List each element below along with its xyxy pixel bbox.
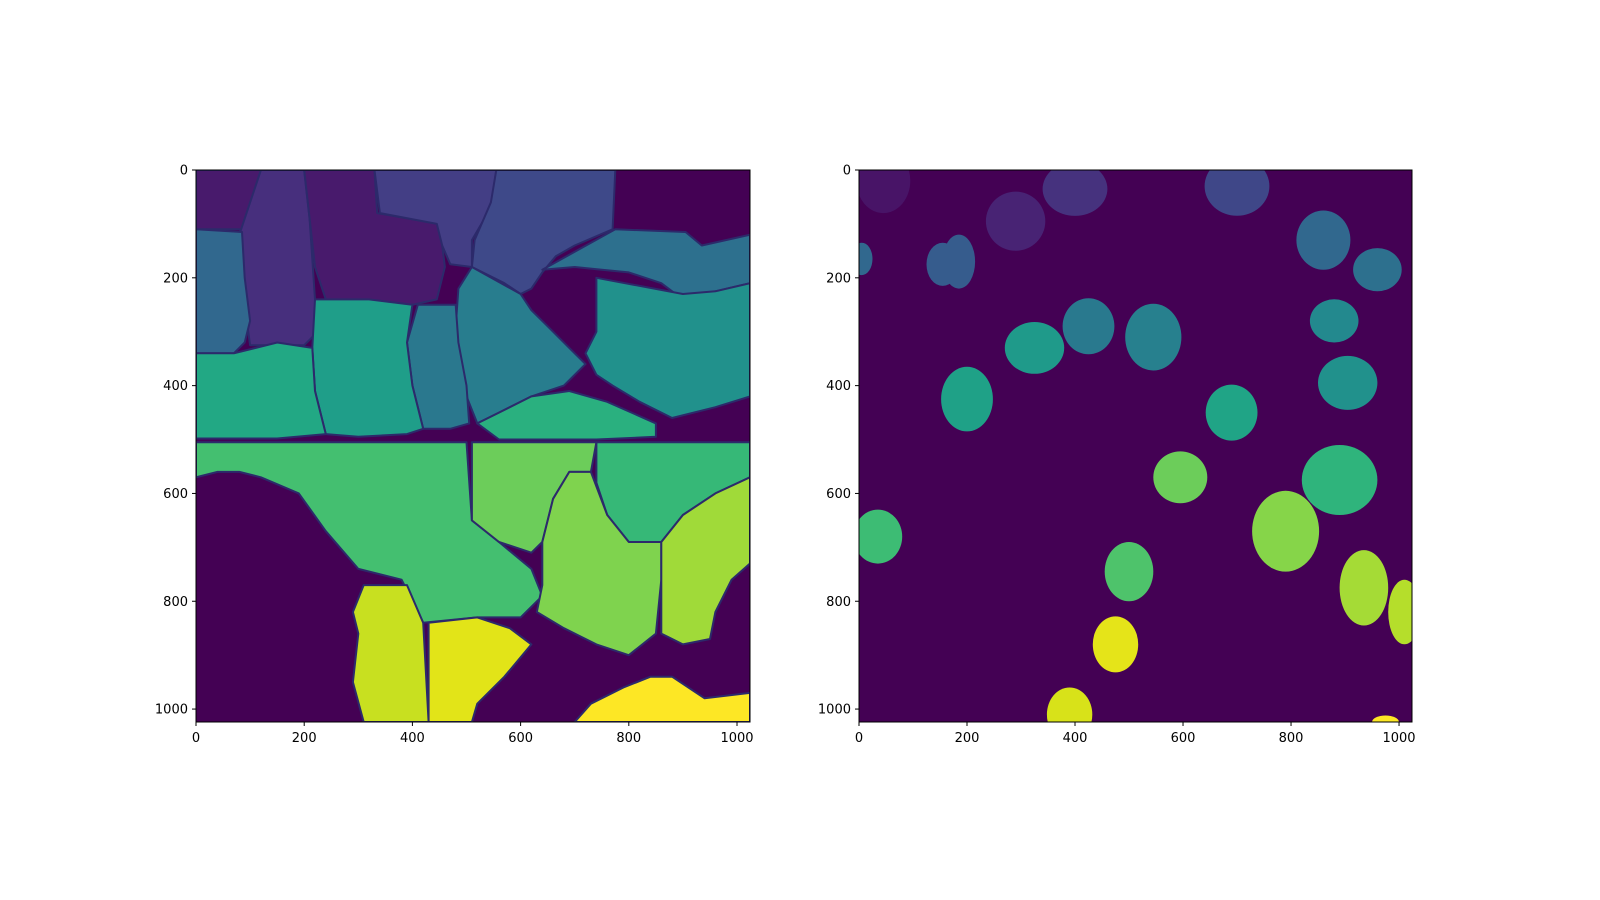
blob-16 <box>1205 384 1258 441</box>
right-axes-spine <box>858 169 1413 723</box>
right-y-tick-label: 800 <box>826 595 851 610</box>
blob-17 <box>1301 445 1378 515</box>
blob-12 <box>1309 299 1359 343</box>
blob-19 <box>1104 542 1154 602</box>
right-x-tick-label: 1000 <box>1382 731 1415 746</box>
left-x-tick-label: 200 <box>292 731 317 746</box>
blob-23 <box>1388 579 1412 645</box>
right-y-tick-label: 200 <box>826 271 851 286</box>
blob-22 <box>1339 550 1389 626</box>
blob-11 <box>1125 303 1182 371</box>
left-axis-ticks: 0 200 400 600 800 1000 0 200 400 600 800 1000 <box>155 164 754 747</box>
right-panel-instance-mask: 0 200 400 600 800 1000 0 200 400 600 800 1000 <box>818 164 1416 747</box>
blob-24 <box>1092 616 1139 673</box>
blob-7 <box>859 242 873 276</box>
blob-21 <box>1252 490 1320 572</box>
left-axes-spine <box>195 169 751 723</box>
left-y-tick-label: 200 <box>163 271 188 286</box>
region-5 <box>470 170 617 295</box>
region-11 <box>311 298 425 438</box>
blob-8 <box>1296 210 1351 270</box>
blob-4 <box>1204 170 1270 216</box>
blob-3 <box>1042 170 1108 216</box>
right-image-blobs <box>859 170 1412 722</box>
right-y-tick-label: 400 <box>826 379 851 394</box>
region-3 <box>303 170 446 306</box>
left-image-regions <box>196 170 750 722</box>
blob-2 <box>985 191 1046 251</box>
left-x-tick-label: 400 <box>400 731 425 746</box>
right-x-tick-label: 200 <box>955 731 980 746</box>
region-6 <box>196 228 252 355</box>
left-x-tick-label: 800 <box>616 731 641 746</box>
right-axis-ticks: 0 200 400 600 800 1000 0 200 400 600 800 1000 <box>818 164 1416 747</box>
blob-20 <box>1153 451 1208 504</box>
left-x-tick-label: 1000 <box>720 731 753 746</box>
blob-13 <box>1318 355 1378 410</box>
right-y-tick-label: 0 <box>843 164 851 179</box>
region-18 <box>660 476 750 646</box>
region-10 <box>584 276 750 419</box>
blob-10 <box>1062 298 1115 355</box>
right-x-tick-label: 0 <box>855 731 863 746</box>
left-y-tick-label: 1000 <box>155 703 188 718</box>
blob-25 <box>1046 687 1093 722</box>
region-20 <box>427 616 533 722</box>
right-y-tick-label: 600 <box>826 487 851 502</box>
blob-6 <box>942 234 976 289</box>
left-x-tick-label: 0 <box>192 731 200 746</box>
region-21 <box>573 675 750 722</box>
left-panel-segmentation-map: 0 200 400 600 800 1000 0 200 400 600 800 1000 <box>155 164 754 747</box>
blob-26 <box>1372 715 1399 722</box>
blob-18 <box>859 509 903 564</box>
right-x-tick-label: 400 <box>1063 731 1088 746</box>
region-19 <box>351 584 430 722</box>
region-12 <box>196 341 327 440</box>
right-x-tick-label: 600 <box>1171 731 1196 746</box>
region-13 <box>476 390 657 441</box>
left-y-tick-label: 400 <box>163 379 188 394</box>
left-y-tick-label: 600 <box>163 487 188 502</box>
right-y-tick-label: 1000 <box>818 703 851 718</box>
blob-9 <box>1353 248 1402 292</box>
blob-14 <box>1004 322 1065 374</box>
left-x-tick-label: 600 <box>508 731 533 746</box>
right-x-tick-label: 800 <box>1279 731 1304 746</box>
region-17 <box>535 470 663 657</box>
blob-1 <box>859 170 911 214</box>
blob-15 <box>941 366 993 432</box>
left-y-tick-label: 0 <box>180 164 188 179</box>
left-y-tick-label: 800 <box>163 595 188 610</box>
